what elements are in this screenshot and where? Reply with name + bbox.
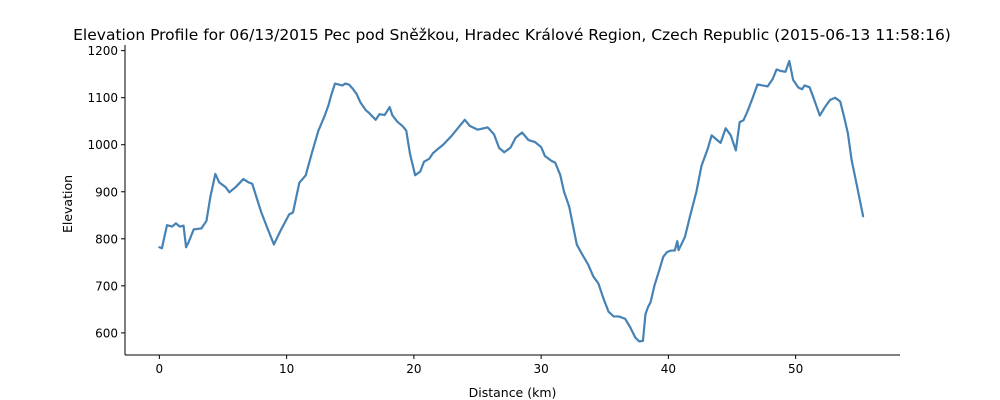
y-tick-label: 800 <box>95 232 118 246</box>
chart-title: Elevation Profile for 06/13/2015 Pec pod… <box>73 26 951 44</box>
y-axis: 600 700 800 900 1000 1100 1200 <box>87 44 126 355</box>
y-tick-label: 600 <box>95 326 118 340</box>
elevation-line <box>158 59 865 343</box>
y-axis-label: Elevation <box>60 175 75 233</box>
x-tick-label: 50 <box>788 362 803 376</box>
x-tick-label: 20 <box>406 362 421 376</box>
x-tick-label: 30 <box>533 362 548 376</box>
x-tick-label: 10 <box>279 362 294 376</box>
x-axis: 0 10 20 30 40 50 <box>125 354 900 376</box>
plot-area <box>158 59 865 343</box>
y-tick-label: 900 <box>95 185 118 199</box>
y-tick-label: 1200 <box>87 44 118 58</box>
x-tick-label: 0 <box>156 362 164 376</box>
y-tick-label: 1100 <box>87 91 118 105</box>
x-axis-label: Distance (km) <box>469 385 557 400</box>
y-tick-label: 700 <box>95 279 118 293</box>
x-tick-label: 40 <box>661 362 676 376</box>
y-tick-label: 1000 <box>87 138 118 152</box>
